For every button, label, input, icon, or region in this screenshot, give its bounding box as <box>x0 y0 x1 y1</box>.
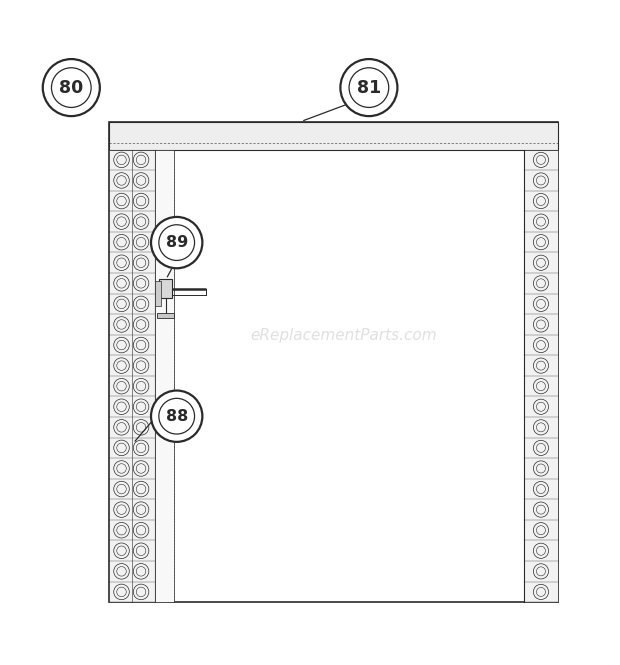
Bar <box>155 150 174 602</box>
Bar <box>108 150 155 602</box>
Bar <box>155 281 161 306</box>
Text: 81: 81 <box>356 78 381 96</box>
Text: 88: 88 <box>166 409 188 424</box>
Circle shape <box>43 59 100 116</box>
Circle shape <box>151 390 202 442</box>
Bar <box>524 150 558 602</box>
Text: 89: 89 <box>166 235 188 250</box>
Bar <box>108 122 558 602</box>
Bar <box>157 313 174 319</box>
Bar <box>159 279 172 298</box>
Circle shape <box>151 217 202 268</box>
Text: eReplacementParts.com: eReplacementParts.com <box>250 328 438 343</box>
Text: 80: 80 <box>59 78 84 96</box>
Bar <box>108 122 558 150</box>
Circle shape <box>340 59 397 116</box>
